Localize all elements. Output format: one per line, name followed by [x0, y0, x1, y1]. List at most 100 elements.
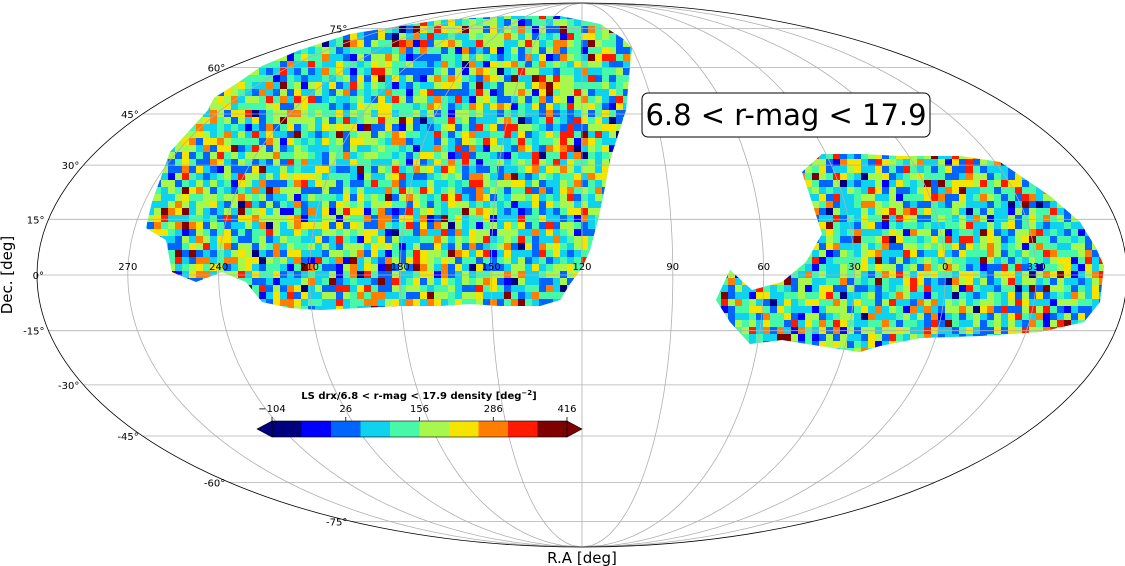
density-pixel [721, 68, 728, 75]
density-pixel [574, 124, 581, 131]
density-pixel [441, 131, 448, 138]
density-pixel [637, 26, 644, 33]
density-pixel [504, 236, 511, 243]
density-pixel [798, 166, 805, 173]
density-pixel [567, 236, 574, 243]
density-pixel [861, 138, 868, 145]
density-pixel [833, 236, 840, 243]
density-pixel [973, 243, 980, 250]
density-pixel [364, 173, 371, 180]
density-pixel [252, 229, 259, 236]
density-pixel [560, 173, 567, 180]
density-pixel [273, 236, 280, 243]
density-pixel [966, 173, 973, 180]
density-pixel [532, 61, 539, 68]
density-pixel [511, 33, 518, 40]
density-pixel [343, 250, 350, 257]
density-pixel [973, 194, 980, 201]
density-pixel [609, 138, 616, 145]
density-pixel [371, 152, 378, 159]
density-pixel [266, 26, 273, 33]
density-pixel [196, 159, 203, 166]
density-pixel [749, 243, 756, 250]
density-pixel [994, 257, 1001, 264]
density-pixel [994, 89, 1001, 96]
density-pixel [483, 166, 490, 173]
density-pixel [280, 138, 287, 145]
density-pixel [154, 16, 161, 19]
density-pixel [245, 19, 252, 26]
density-pixel [525, 19, 532, 26]
density-pixel [455, 236, 462, 243]
density-pixel [1043, 96, 1050, 103]
density-pixel [896, 68, 903, 75]
density-pixel [672, 250, 679, 257]
density-pixel [896, 201, 903, 208]
density-pixel [861, 40, 868, 47]
density-pixel [546, 243, 553, 250]
density-pixel [350, 26, 357, 33]
density-pixel [826, 61, 833, 68]
density-pixel [973, 131, 980, 138]
density-pixel [686, 194, 693, 201]
density-pixel [182, 173, 189, 180]
density-pixel [987, 19, 994, 26]
density-pixel [224, 229, 231, 236]
density-pixel [434, 173, 441, 180]
density-pixel [497, 187, 504, 194]
density-pixel [574, 47, 581, 54]
density-pixel [392, 26, 399, 33]
density-pixel [224, 131, 231, 138]
density-pixel [427, 236, 434, 243]
density-pixel [700, 250, 707, 257]
density-pixel [826, 201, 833, 208]
density-pixel [672, 68, 679, 75]
density-pixel [770, 145, 777, 152]
density-pixel [175, 82, 182, 89]
density-pixel [217, 54, 224, 61]
density-pixel [294, 75, 301, 82]
density-pixel [994, 47, 1001, 54]
density-pixel [399, 117, 406, 124]
density-pixel [917, 82, 924, 89]
density-pixel [959, 89, 966, 96]
density-pixel [231, 229, 238, 236]
density-pixel [224, 96, 231, 103]
density-pixel [182, 180, 189, 187]
density-pixel [483, 257, 490, 264]
density-pixel [567, 54, 574, 61]
density-pixel [350, 215, 357, 222]
density-pixel [322, 229, 329, 236]
density-pixel [420, 75, 427, 82]
density-pixel [462, 54, 469, 61]
density-pixel [497, 47, 504, 54]
density-pixel [693, 68, 700, 75]
density-pixel [791, 208, 798, 215]
density-field [146, 16, 1113, 352]
density-pixel [266, 159, 273, 166]
density-pixel [1078, 110, 1085, 117]
density-pixel [952, 103, 959, 110]
density-pixel [231, 40, 238, 47]
density-pixel [210, 82, 217, 89]
density-pixel [146, 103, 147, 110]
density-pixel [966, 159, 973, 166]
density-pixel [896, 229, 903, 236]
density-pixel [973, 201, 980, 208]
density-pixel [252, 194, 259, 201]
density-pixel [721, 33, 728, 40]
density-pixel [840, 201, 847, 208]
density-pixel [301, 61, 308, 68]
density-pixel [427, 40, 434, 47]
density-pixel [854, 187, 861, 194]
density-pixel [147, 68, 154, 75]
density-pixel [1036, 75, 1043, 82]
density-pixel [1106, 47, 1113, 54]
density-pixel [973, 138, 980, 145]
density-pixel [203, 138, 210, 145]
density-pixel [1029, 47, 1036, 54]
density-pixel [847, 187, 854, 194]
density-pixel [1085, 145, 1092, 152]
density-pixel [630, 187, 637, 194]
density-pixel [385, 47, 392, 54]
